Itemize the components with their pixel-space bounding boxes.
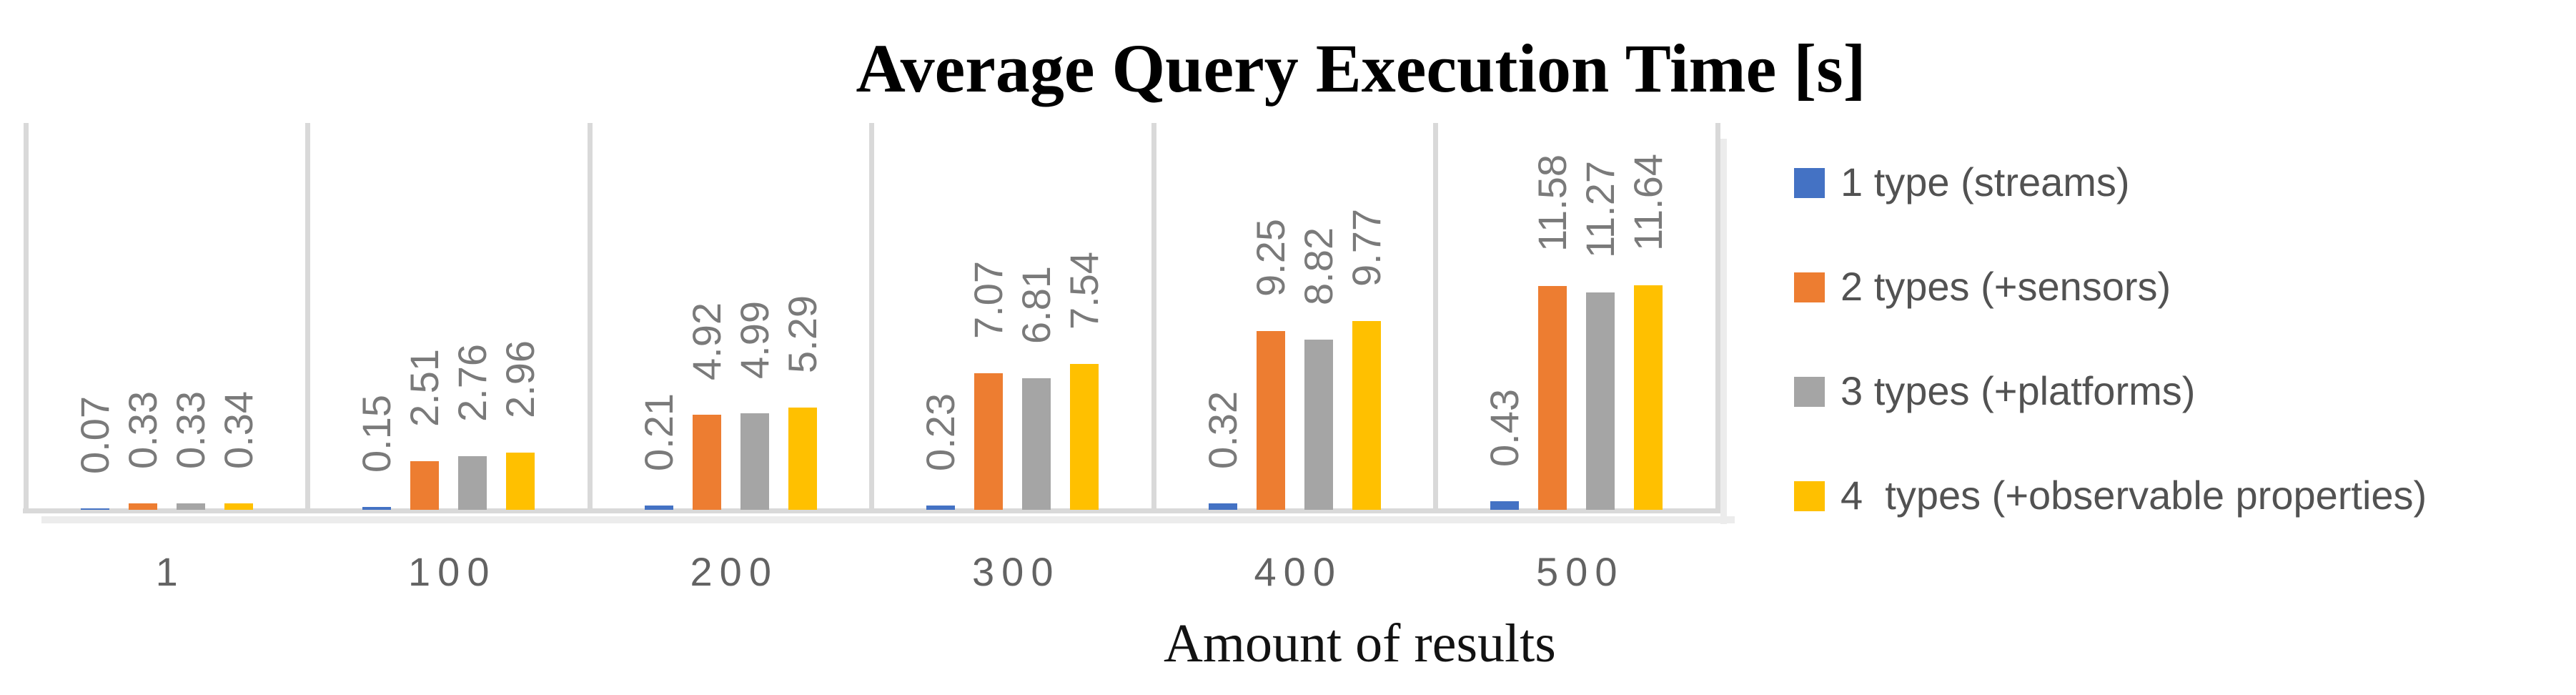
bar-1-series1[interactable] [80, 508, 109, 510]
vertical-gridline [1433, 123, 1438, 513]
axis-shadow-right [1720, 139, 1727, 524]
vertical-gridline [305, 123, 310, 513]
bar-1-series3[interactable] [176, 503, 205, 510]
bar-300-series4[interactable] [1070, 364, 1099, 510]
bar-400-series1[interactable] [1208, 503, 1237, 510]
bar-data-label: 5.29 [779, 295, 825, 373]
legend-swatch-icon [1794, 168, 1825, 198]
bar-data-label: 2.96 [497, 340, 543, 418]
bar-400-series3[interactable] [1304, 340, 1333, 510]
category-label-500: 500 [1536, 549, 1625, 594]
bar-data-label: 0.07 [71, 396, 117, 474]
legend-label: 2 types (+sensors) [1841, 263, 2171, 309]
bar-200-series2[interactable] [692, 415, 721, 510]
x-axis-line [23, 508, 1720, 513]
category-label-100: 100 [408, 549, 497, 594]
bar-data-label: 7.07 [966, 261, 1011, 339]
bar-data-label: 0.23 [918, 393, 963, 471]
bar-data-label: 6.81 [1014, 266, 1059, 344]
bar-200-series3[interactable] [740, 413, 769, 510]
legend-label: 1 type (streams) [1841, 159, 2130, 204]
x-axis-title: Amount of results [1164, 613, 1556, 674]
bar-300-series3[interactable] [1022, 378, 1051, 510]
vertical-gridline [23, 123, 29, 513]
bar-100-series1[interactable] [362, 507, 392, 510]
bar-data-label: 11.58 [1530, 154, 1575, 252]
bar-300-series2[interactable] [974, 373, 1004, 510]
bar-100-series4[interactable] [506, 453, 535, 510]
legend-swatch-icon [1794, 377, 1825, 407]
bar-500-series1[interactable] [1490, 501, 1520, 510]
vertical-gridline [1715, 123, 1720, 513]
category-label-300: 300 [972, 549, 1061, 594]
bar-data-label: 0.21 [635, 393, 681, 471]
bar-300-series1[interactable] [926, 506, 956, 510]
bar-100-series3[interactable] [458, 456, 487, 510]
bar-400-series4[interactable] [1352, 321, 1381, 510]
bar-200-series1[interactable] [644, 506, 673, 510]
bar-1-series2[interactable] [128, 503, 157, 510]
bar-data-label: 0.33 [167, 391, 213, 469]
bar-data-label: 4.92 [683, 302, 729, 380]
bar-data-label: 0.43 [1482, 389, 1527, 467]
legend-swatch-icon [1794, 272, 1825, 302]
bar-400-series2[interactable] [1256, 331, 1285, 510]
axis-shadow-bottom [41, 516, 1735, 523]
bar-200-series4[interactable] [788, 408, 817, 510]
bar-data-label: 0.33 [119, 391, 165, 469]
bar-data-label: 2.51 [402, 349, 447, 427]
bar-data-label: 0.32 [1199, 391, 1245, 469]
bar-data-label: 2.76 [450, 344, 495, 422]
legend-label: 3 types (+platforms) [1841, 368, 2196, 413]
category-label-200: 200 [690, 549, 778, 594]
vertical-gridline [869, 123, 874, 513]
bar-data-label: 0.15 [354, 395, 400, 473]
bar-data-label: 7.54 [1061, 252, 1107, 330]
bar-data-label: 11.64 [1625, 154, 1671, 251]
bar-1-series4[interactable] [224, 503, 253, 510]
legend-item-4[interactable]: 4 types (+observable properties) [1794, 475, 2573, 515]
bar-data-label: 11.27 [1577, 161, 1623, 258]
bar-500-series2[interactable] [1538, 286, 1567, 510]
bar-data-label: 8.82 [1295, 227, 1341, 305]
legend-item-3[interactable]: 3 types (+platforms) [1794, 370, 2573, 410]
bar-data-label: 0.34 [215, 391, 261, 469]
bar-data-label: 9.77 [1343, 209, 1389, 287]
legend-item-1[interactable]: 1 type (streams) [1794, 162, 2573, 202]
vertical-gridline [1151, 123, 1156, 513]
category-label-400: 400 [1254, 549, 1342, 594]
legend-swatch-icon [1794, 481, 1825, 511]
vertical-gridline [587, 123, 593, 513]
bar-500-series4[interactable] [1634, 285, 1663, 510]
legend-label: 4 types (+observable properties) [1841, 472, 2427, 518]
bar-data-label: 4.99 [731, 301, 777, 379]
bar-data-label: 9.25 [1247, 219, 1293, 297]
bar-500-series3[interactable] [1586, 292, 1615, 510]
category-label-1: 1 [155, 549, 185, 594]
chart-title: Average Query Execution Time [s] [856, 30, 1866, 107]
legend-item-2[interactable]: 2 types (+sensors) [1794, 266, 2573, 306]
bar-100-series2[interactable] [410, 461, 440, 510]
